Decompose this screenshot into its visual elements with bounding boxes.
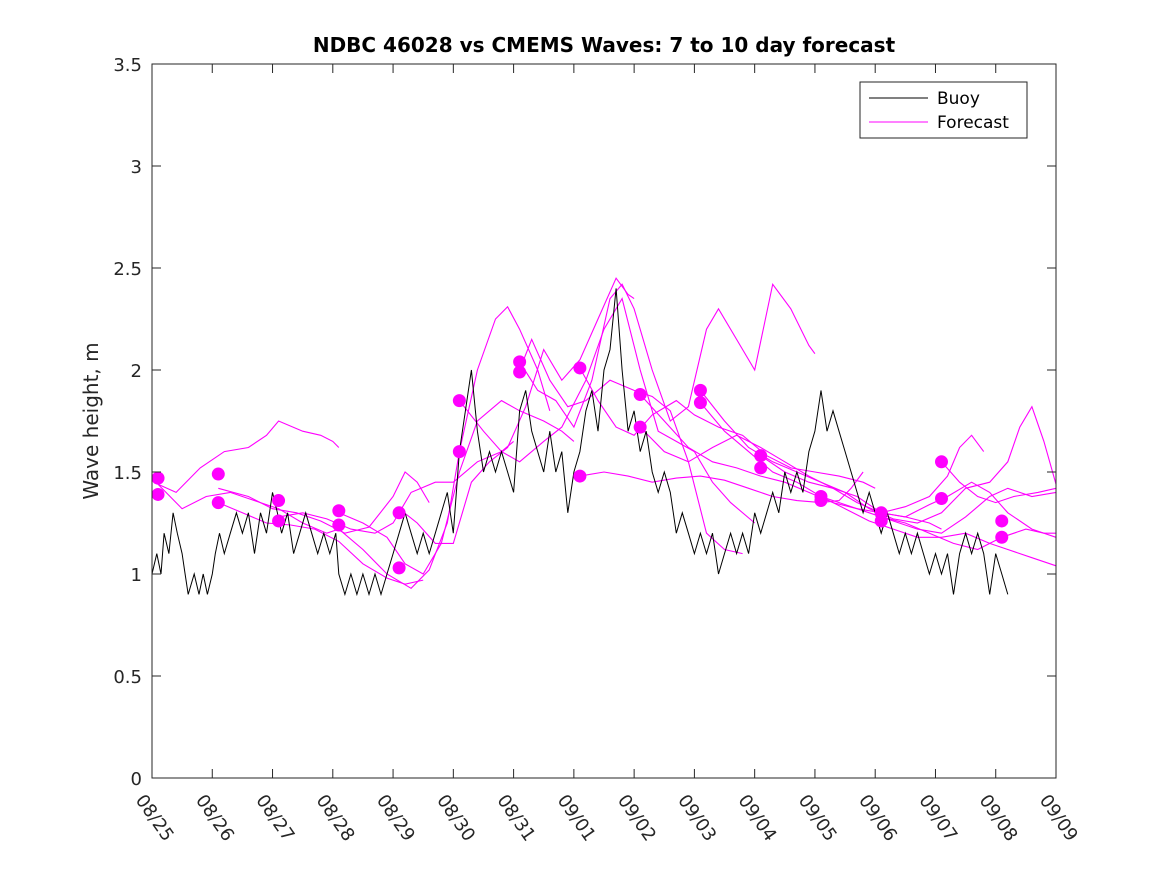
forecast-start-marker bbox=[693, 383, 707, 397]
forecast-start-marker bbox=[332, 504, 346, 518]
y-tick-label: 2 bbox=[131, 361, 142, 382]
forecast-line-13 bbox=[579, 471, 864, 504]
forecast-line-11 bbox=[519, 337, 743, 555]
forecast-start-marker bbox=[754, 461, 768, 475]
chart-title: NDBC 46028 vs CMEMS Waves: 7 to 10 day f… bbox=[313, 33, 896, 57]
y-tick-label: 3.5 bbox=[113, 55, 142, 76]
forecast-start-marker bbox=[332, 518, 346, 532]
forecast-start-marker bbox=[151, 487, 165, 501]
forecast-start-marker bbox=[633, 387, 647, 401]
y-axis-label: Wave height, m bbox=[79, 342, 103, 499]
forecast-line-8 bbox=[398, 277, 635, 544]
forecast-start-marker bbox=[874, 514, 888, 528]
marker-layer bbox=[151, 355, 1009, 575]
forecast-line-10 bbox=[519, 282, 816, 429]
forecast-line-18 bbox=[760, 455, 1057, 538]
forecast-line-7 bbox=[338, 399, 575, 575]
forecast-start-marker bbox=[452, 445, 466, 459]
forecast-line-9 bbox=[458, 297, 756, 524]
y-tick-label: 1 bbox=[131, 565, 142, 586]
forecast-start-marker bbox=[211, 496, 225, 510]
buoy-line bbox=[151, 288, 1009, 597]
forecast-start-marker bbox=[392, 561, 406, 575]
forecast-start-marker bbox=[633, 420, 647, 434]
forecast-start-marker bbox=[814, 494, 828, 508]
forecast-line-12 bbox=[579, 367, 876, 489]
y-tick-label: 3 bbox=[131, 157, 142, 178]
forecast-start-marker bbox=[934, 455, 948, 469]
forecast-line-2 bbox=[157, 483, 339, 534]
forecast-start-marker bbox=[272, 494, 286, 508]
legend: Buoy Forecast bbox=[859, 81, 1028, 139]
forecast-start-marker bbox=[452, 394, 466, 408]
forecast-line-20 bbox=[881, 516, 1056, 551]
y-tick-label: 1.5 bbox=[113, 463, 142, 484]
forecast-start-marker bbox=[513, 355, 527, 369]
forecast-line-16 bbox=[699, 390, 1057, 524]
forecast-start-marker bbox=[995, 514, 1009, 528]
forecast-line-21 bbox=[941, 461, 1057, 504]
forecast-start-marker bbox=[754, 449, 768, 463]
plot-area bbox=[152, 64, 1056, 778]
forecast-start-marker bbox=[995, 530, 1009, 544]
legend-forecast-label: Forecast bbox=[937, 113, 1009, 133]
y-tick-label: 2.5 bbox=[113, 259, 142, 280]
forecast-start-marker bbox=[211, 467, 225, 481]
forecast-line-4 bbox=[218, 502, 424, 585]
forecast-start-marker bbox=[151, 471, 165, 485]
y-tick-label: 0 bbox=[131, 769, 142, 790]
forecast-line-19 bbox=[820, 487, 1057, 534]
forecast-start-marker bbox=[513, 365, 527, 379]
forecast-start-marker bbox=[272, 514, 286, 528]
y-axis: 0 0.5 1 1.5 2 2.5 3 3.5 bbox=[113, 55, 1056, 790]
forecast-line-3 bbox=[218, 471, 430, 534]
legend-box bbox=[859, 81, 1028, 139]
plot-frame bbox=[151, 63, 1057, 779]
forecast-start-marker bbox=[573, 361, 587, 375]
forecast-start-marker bbox=[934, 492, 948, 506]
legend-buoy-label: Buoy bbox=[937, 89, 980, 109]
forecast-start-marker bbox=[392, 506, 406, 520]
series-layer bbox=[151, 277, 1057, 597]
forecast-start-marker bbox=[693, 396, 707, 410]
y-tick-label: 0.5 bbox=[113, 667, 142, 688]
forecast-line-1 bbox=[157, 420, 340, 494]
forecast-start-marker bbox=[573, 469, 587, 483]
